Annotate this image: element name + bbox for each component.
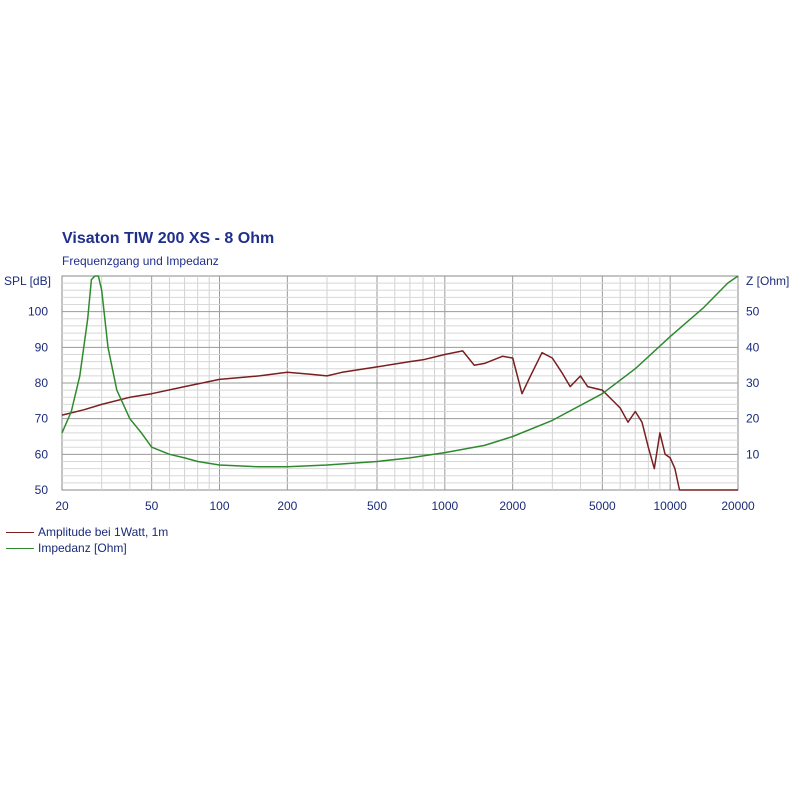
series-line-impedance: [61, 275, 739, 468]
x-tick-label: 20: [55, 499, 69, 513]
legend-item-amplitude: Amplitude bei 1Watt, 1m: [6, 525, 168, 539]
legend-item-impedance: Impedanz [Ohm]: [6, 541, 127, 555]
x-tick-label: 1000: [431, 499, 458, 513]
legend-swatch-amplitude: [6, 531, 34, 533]
y-left-tick-label: 90: [35, 340, 49, 354]
y-left-axis-label: SPL [dB]: [4, 274, 51, 288]
y-left-tick-label: 60: [35, 447, 49, 461]
y-right-tick-label: 10: [746, 447, 760, 461]
y-right-tick-label: 40: [746, 340, 760, 354]
y-left-tick-label: 80: [35, 376, 49, 390]
chart-title: Visaton TIW 200 XS - 8 Ohm: [62, 230, 275, 247]
y-left-tick-label: 100: [28, 305, 48, 319]
y-left-tick-label: 70: [35, 412, 49, 426]
x-tick-label: 50: [145, 499, 159, 513]
x-tick-label: 100: [209, 499, 229, 513]
y-right-axis-label: Z [Ohm]: [746, 274, 789, 288]
x-tick-label: 500: [367, 499, 387, 513]
series-line-amplitude: [61, 350, 738, 491]
legend-label-impedance: Impedanz [Ohm]: [38, 541, 127, 555]
x-tick-label: 5000: [589, 499, 616, 513]
y-right-tick-label: 30: [746, 376, 760, 390]
x-tick-label: 2000: [499, 499, 526, 513]
chart-subtitle: Frequenzgang und Impedanz: [62, 254, 219, 268]
x-tick-label: 200: [277, 499, 297, 513]
y-left-tick-label: 50: [35, 483, 49, 497]
x-tick-label: 10000: [653, 499, 687, 513]
legend-swatch-impedance: [6, 547, 34, 549]
x-tick-label: 20000: [721, 499, 755, 513]
legend-label-amplitude: Amplitude bei 1Watt, 1m: [38, 525, 169, 539]
y-right-tick-label: 50: [746, 305, 760, 319]
y-right-tick-label: 20: [746, 412, 760, 426]
